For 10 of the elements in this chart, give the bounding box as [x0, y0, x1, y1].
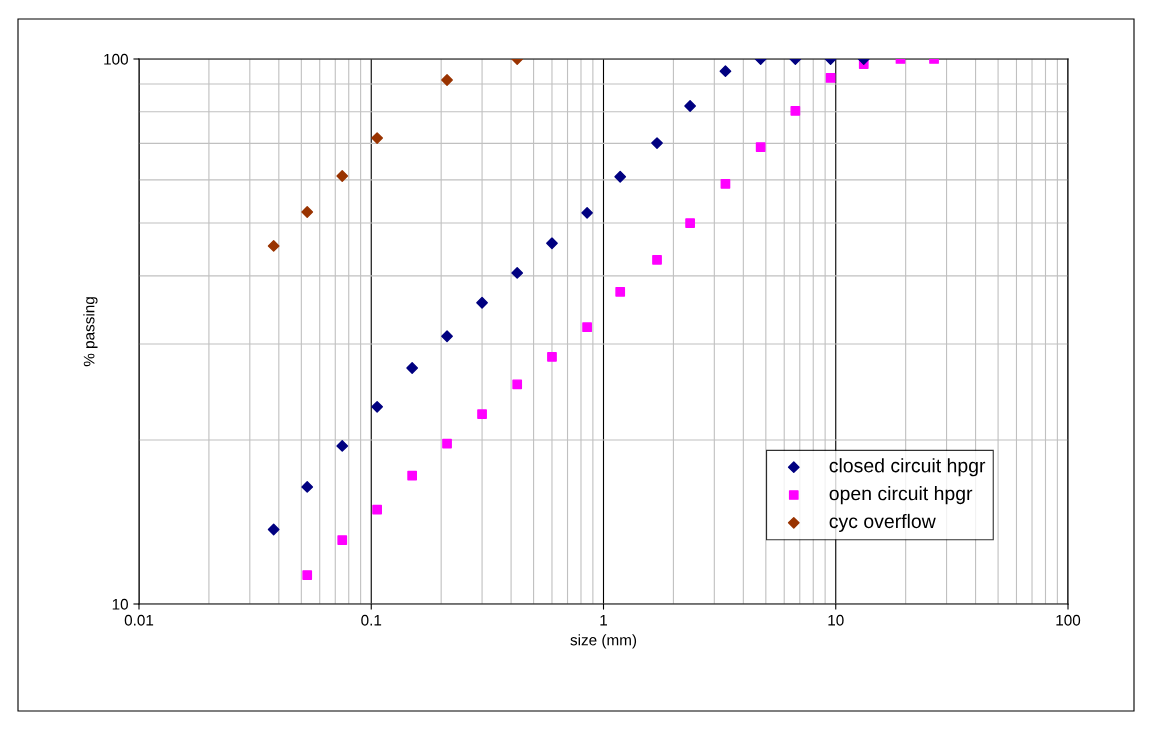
x-axis-title: size (mm)	[570, 634, 637, 649]
legend-label: closed circuit hpgr	[829, 458, 986, 477]
y-axis-title: % passing	[83, 297, 98, 367]
x-tick-label: 0.1	[361, 614, 382, 626]
x-tick-label: 1	[600, 614, 607, 626]
legend-label: cyc overflow	[829, 513, 936, 532]
x-tick-label: 100	[1056, 614, 1081, 626]
x-tick-label: 0.01	[124, 614, 154, 626]
x-tick-label: 10	[828, 614, 844, 626]
legend-label: open circuit hpgr	[829, 486, 973, 505]
